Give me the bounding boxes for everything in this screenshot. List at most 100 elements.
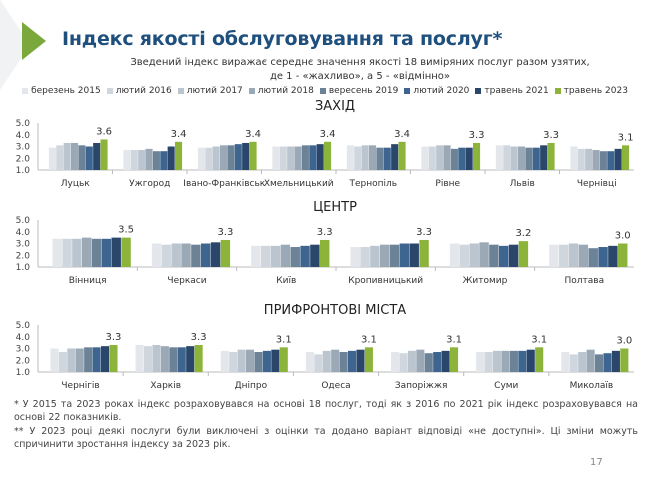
bar — [346, 145, 354, 170]
bar — [428, 146, 436, 170]
bar — [210, 242, 221, 267]
y-tick-label: 1.0 — [16, 263, 31, 273]
bar — [67, 348, 76, 372]
bar — [152, 344, 161, 372]
y-tick-label: 3.0 — [16, 240, 31, 250]
data-label: 3.3 — [191, 332, 207, 343]
bar — [380, 244, 390, 267]
bar — [607, 151, 615, 170]
bar — [424, 353, 433, 372]
bar — [309, 145, 317, 170]
y-tick-label: 5.0 — [16, 321, 31, 331]
y-tick-label: 4.0 — [16, 333, 31, 343]
bar — [50, 348, 59, 372]
bar — [458, 147, 466, 170]
bar — [518, 146, 526, 170]
data-label: 3.4 — [171, 129, 187, 140]
bar — [144, 346, 153, 372]
green-triangle-icon — [22, 22, 46, 60]
bar — [493, 350, 502, 372]
bar — [72, 238, 82, 267]
category-label: Миколаїв — [570, 381, 614, 391]
bar — [614, 148, 622, 170]
legend-label: лютий 2018 — [257, 86, 314, 96]
bar — [290, 247, 300, 267]
bar — [588, 248, 598, 267]
category-label: Чернігів — [61, 381, 99, 391]
legend-swatch — [554, 88, 561, 94]
y-tick-label: 5.0 — [16, 216, 31, 226]
bar — [58, 352, 67, 372]
bar — [93, 142, 101, 170]
chart-title-west: ЗАХІД — [314, 99, 356, 114]
chart-title-frontline: ПРИФРОНТОВІ МІСТА — [263, 303, 407, 318]
bar — [499, 245, 509, 267]
legend-swatch — [22, 88, 29, 94]
bar — [495, 145, 503, 170]
bar — [484, 352, 493, 372]
bar — [433, 352, 442, 372]
bar — [331, 349, 340, 372]
y-tick-label: 1.0 — [16, 166, 31, 176]
legend-label: лютий 2020 — [413, 86, 470, 96]
chart-west: 1.0 2.03.0 4.0 5.0 3.6 Луцьк 3.4 Ужгород 3.4 Іван… — [16, 119, 634, 189]
bar — [171, 243, 181, 267]
data-label: 3.2 — [515, 228, 531, 239]
bar — [242, 142, 250, 170]
bar — [262, 350, 271, 372]
data-label: 3.1 — [618, 132, 634, 143]
category-label: Івано-Франківськ — [183, 179, 265, 189]
bar — [391, 352, 400, 372]
legend-item: лютий 2017 — [177, 86, 243, 96]
bar — [509, 350, 518, 372]
data-label: 3.3 — [106, 332, 122, 343]
category-label: Черкаси — [167, 276, 206, 286]
bar — [585, 148, 593, 170]
bar — [152, 151, 160, 170]
bar — [167, 146, 175, 170]
bar — [101, 346, 110, 372]
bar — [399, 353, 408, 372]
bar — [510, 146, 518, 170]
bar — [489, 244, 499, 267]
category-label: Запоріжжя — [395, 381, 448, 391]
bar — [270, 245, 281, 267]
bar — [570, 146, 578, 170]
bar — [407, 350, 416, 372]
legend-item: лютий 2016 — [106, 86, 172, 96]
category-label: Ужгород — [129, 179, 170, 189]
legend-swatch — [475, 88, 482, 94]
chart-center: 1.02.03.04.05.03.5Вінниця3.3Черкаси3.3Ки… — [16, 216, 634, 286]
bar — [450, 148, 458, 170]
legend-swatch — [177, 88, 184, 94]
bar — [436, 145, 444, 170]
bar — [568, 243, 579, 267]
legend-label: травень 2021 — [484, 86, 549, 96]
bar — [376, 147, 384, 170]
y-tick-label: 5.0 — [16, 119, 31, 129]
bar — [526, 349, 535, 372]
bar — [595, 354, 604, 372]
y-tick-label: 2.0 — [16, 356, 31, 366]
bar — [421, 146, 429, 170]
bar — [354, 146, 362, 170]
data-label: 3.4 — [245, 129, 261, 140]
bar — [348, 350, 357, 372]
bar — [508, 244, 519, 267]
bar — [194, 344, 203, 372]
bar — [261, 245, 271, 267]
bar — [608, 245, 618, 267]
data-label: 3.5 — [118, 225, 134, 236]
bar — [356, 349, 365, 372]
bar — [84, 347, 93, 372]
bar — [101, 238, 112, 267]
bar — [503, 145, 511, 170]
legend-item: травень 2023 — [554, 86, 628, 96]
page-number: 17 — [590, 457, 603, 468]
legend-swatch — [248, 88, 255, 94]
bar — [391, 144, 399, 170]
data-label: 3.3 — [317, 227, 333, 238]
y-tick-label: 3.0 — [16, 345, 31, 355]
chart-frontline: 1.02.03.04.05.03.3Чернігів3.3Харків3.1Дн… — [16, 321, 634, 391]
bar — [443, 145, 451, 170]
